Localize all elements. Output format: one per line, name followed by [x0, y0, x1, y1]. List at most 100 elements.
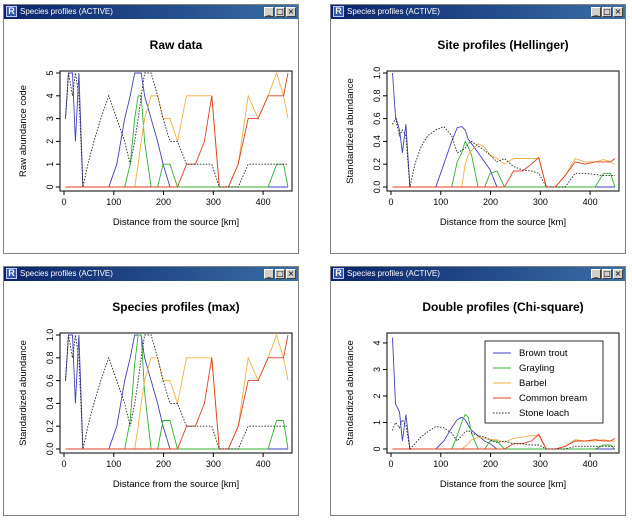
plot-frame: [59, 70, 293, 192]
y-tick-label: 0.6: [45, 374, 55, 387]
y-tick-label: 2: [45, 139, 55, 144]
series-line-brown-trout: [65, 334, 288, 450]
plot-window-1[interactable]: R Species profiles (ACTIVE) _ □ × Raw da…: [3, 4, 299, 254]
y-tick-label: 0.0: [45, 443, 55, 456]
raw-data-chart: Raw data 0 100 200 300 400 0 1 2 3 4 5 Distance from…: [18, 38, 293, 228]
series-line-stone-loach: [65, 72, 288, 188]
series-line-grayling: [392, 140, 616, 188]
x-tick-label: 100: [106, 197, 121, 207]
x-axis-label: Distance from the source [km]: [440, 479, 566, 490]
series-line-common-bream: [65, 334, 289, 450]
x-tick-label: 100: [106, 459, 121, 469]
y-tick-label: 4: [372, 340, 382, 345]
r-app-icon: R: [6, 6, 17, 17]
y-tick-label: 3: [372, 367, 382, 372]
species-profiles-chart: Species profiles (max) 0 100 200 300 400 0.0 0.…: [18, 300, 293, 490]
plot-window-4[interactable]: R Species profiles (ACTIVE) _ □ × Double…: [330, 266, 626, 516]
close-button[interactable]: ×: [286, 269, 296, 279]
window-titlebar[interactable]: R Species profiles (ACTIVE) _ □ ×: [331, 267, 625, 281]
x-tick-label: 0: [388, 459, 393, 469]
series-line-barbel: [392, 435, 615, 450]
y-tick-label: 4: [45, 93, 55, 98]
plot-frame: [59, 332, 293, 454]
minimize-button[interactable]: _: [264, 7, 274, 17]
legend-label: Barbel: [519, 378, 546, 389]
close-button[interactable]: ×: [613, 269, 623, 279]
x-tick-label: 0: [61, 459, 66, 469]
series-line-common-bream: [392, 433, 616, 450]
window-title: Species profiles (ACTIVE): [20, 269, 113, 278]
y-tick-label: 0.2: [45, 420, 55, 433]
window-titlebar[interactable]: R Species profiles (ACTIVE) _ □ ×: [4, 5, 298, 19]
y-tick-label: 0.4: [372, 135, 382, 148]
close-button[interactable]: ×: [286, 7, 296, 17]
r-app-icon: R: [333, 268, 344, 279]
x-axis-label: Distance from the source [km]: [440, 217, 566, 228]
maximize-button[interactable]: □: [602, 7, 612, 17]
x-tick-label: 400: [256, 197, 271, 207]
series-line-barbel: [65, 71, 289, 188]
minimize-button[interactable]: _: [591, 269, 601, 279]
x-axis-label: Distance from the source [km]: [113, 479, 239, 490]
x-axis-label: Distance from the source [km]: [113, 217, 239, 228]
minimize-button[interactable]: _: [264, 269, 274, 279]
legend-label: Brown trout: [519, 348, 568, 359]
maximize-button[interactable]: □: [275, 7, 285, 17]
x-tick-label: 200: [156, 459, 171, 469]
series-line-common-bream: [392, 156, 616, 188]
series-line-stone-loach: [392, 418, 615, 450]
x-tick-label: 400: [583, 459, 598, 469]
chart-title: Site profiles (Hellinger): [437, 38, 568, 52]
y-tick-label: 1: [372, 420, 382, 425]
x-tick-label: 300: [206, 459, 221, 469]
plot-frame: [386, 332, 620, 454]
y-tick-label: 0.4: [45, 397, 55, 410]
maximize-button[interactable]: □: [602, 269, 612, 279]
y-tick-label: 3: [45, 116, 55, 121]
series-line-barbel: [65, 333, 289, 450]
chart-title: Species profiles (max): [112, 300, 239, 314]
window-titlebar[interactable]: R Species profiles (ACTIVE) _ □ ×: [331, 5, 625, 19]
y-tick-label: 0.2: [372, 158, 382, 171]
y-axis-label: Standardized abundance: [18, 340, 29, 446]
series-line-brown-trout: [65, 72, 288, 188]
y-tick-label: 0: [372, 446, 382, 451]
window-title: Species profiles (ACTIVE): [347, 269, 440, 278]
plot-window-3[interactable]: R Species profiles (ACTIVE) _ □ × Specie…: [3, 266, 299, 516]
site-profiles-chart: Site profiles (Hellinger) 0 100 200 300 400 0.…: [345, 38, 620, 228]
y-tick-label: 0.6: [372, 112, 382, 125]
y-tick-label: 0: [45, 184, 55, 189]
legend-label: Stone loach: [519, 408, 569, 419]
x-tick-label: 0: [388, 197, 393, 207]
chart-title: Raw data: [150, 38, 203, 52]
window-titlebar[interactable]: R Species profiles (ACTIVE) _ □ ×: [4, 267, 298, 281]
r-app-icon: R: [333, 6, 344, 17]
y-axis-label: Raw abundance code: [18, 85, 29, 177]
plot-window-2[interactable]: R Species profiles (ACTIVE) _ □ × Site p…: [330, 4, 626, 254]
r-app-icon: R: [6, 268, 17, 279]
close-button[interactable]: ×: [613, 7, 623, 17]
maximize-button[interactable]: □: [275, 269, 285, 279]
series-line-brown-trout: [392, 72, 615, 188]
chart-title: Double profiles (Chi-square): [422, 300, 583, 314]
y-axis-label: Standardized abundance: [345, 78, 356, 184]
series-line-common-bream: [65, 72, 289, 188]
y-tick-label: 5: [45, 70, 55, 75]
minimize-button[interactable]: _: [591, 7, 601, 17]
y-tick-label: 2: [372, 393, 382, 398]
x-tick-label: 100: [433, 197, 448, 207]
legend-label: Common bream: [519, 393, 587, 404]
x-tick-label: 200: [483, 459, 498, 469]
y-tick-label: 1.0: [45, 329, 55, 342]
x-tick-label: 0: [61, 197, 66, 207]
x-tick-label: 400: [583, 197, 598, 207]
x-tick-label: 200: [156, 197, 171, 207]
y-tick-label: 0.8: [45, 352, 55, 365]
y-axis-label: Standardized abundance: [345, 340, 356, 446]
x-tick-label: 300: [206, 197, 221, 207]
plot-frame: [386, 70, 620, 192]
x-tick-label: 300: [533, 459, 548, 469]
x-tick-label: 100: [433, 459, 448, 469]
series-line-stone-loach: [392, 117, 615, 188]
y-tick-label: 1.0: [372, 67, 382, 80]
